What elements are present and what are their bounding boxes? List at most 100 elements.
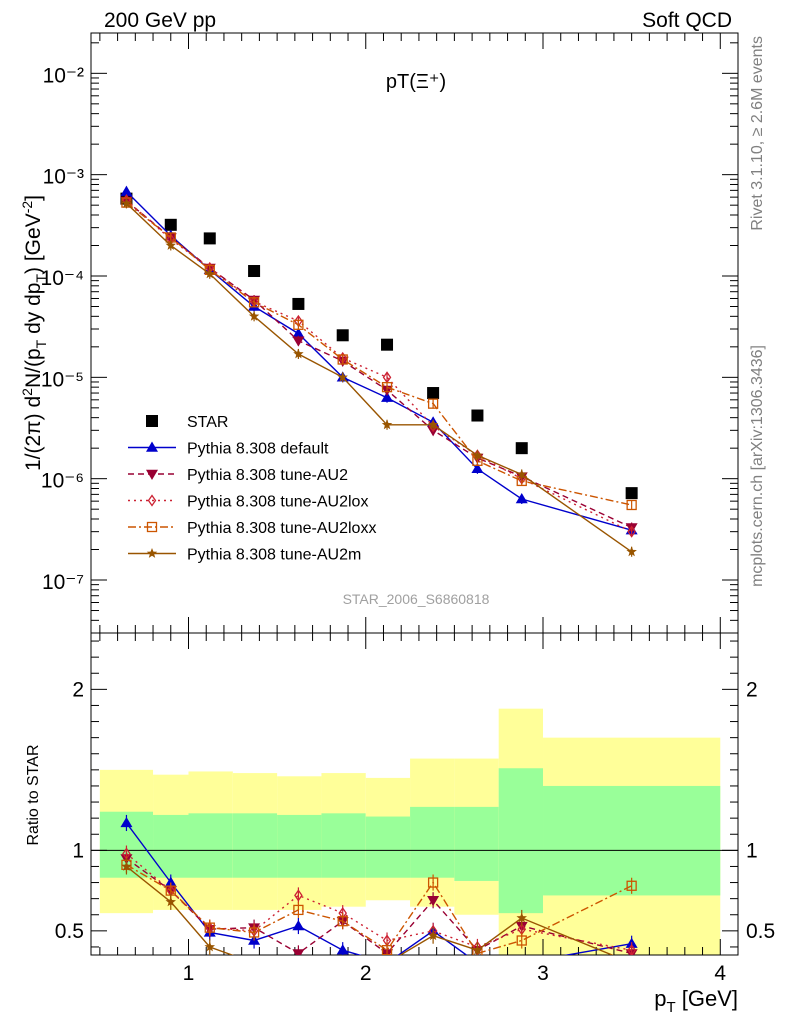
main-plot-series <box>120 185 638 557</box>
y-tick-label: 10⁻² <box>43 64 84 87</box>
ratio-band-green <box>232 813 278 878</box>
x-tick-label: 1 <box>183 962 195 985</box>
svg-text:1/(2π) d2N/(pT dy dpT) [GeV-2]: 1/(2π) d2N/(pT dy dpT) [GeV-2] <box>19 195 49 471</box>
ratio-point-pythia-8-308-tune-au2loxx <box>337 916 348 927</box>
ratio-point-pythia-8-308-default <box>516 957 528 967</box>
ratio-band-green <box>498 768 544 914</box>
legend-marker <box>146 548 158 558</box>
star-data-point <box>292 297 305 310</box>
legend-entry: STAR <box>146 414 228 431</box>
series-point-pythia-8-308-tune-au2m <box>381 419 393 430</box>
series-point-pythia-8-308-default <box>381 391 394 402</box>
ratio-band-green <box>410 806 455 878</box>
ratio-tick-label: 0.5 <box>55 920 84 943</box>
series-point-pythia-8-308-tune-au2m <box>248 310 260 321</box>
series-point-pythia-8-308-default <box>292 327 305 338</box>
series-point-pythia-8-308-tune-au2 <box>292 336 305 347</box>
ratio-line-pythia-8-308-tune-au2m <box>126 865 614 955</box>
y-axis-title: 1/(2π) d2N/(pT dy dpT) [GeV-2] <box>19 195 49 471</box>
ratio-point-pythia-8-308-tune-au2 <box>427 896 440 907</box>
ratio-tick-label: 1 <box>72 839 84 862</box>
ratio-point-pythia-8-308-tune-au2m <box>472 944 483 955</box>
legend-label: STAR <box>187 414 228 431</box>
ratio-point-pythia-8-308-tune-au2loxx <box>626 880 637 891</box>
series-point-pythia-8-308-tune-au2loxx <box>337 354 348 365</box>
ratio-tick-label-right: 1 <box>746 839 758 862</box>
ratio-band-green <box>321 813 366 878</box>
star-data-point <box>164 218 177 231</box>
ratio-point-pythia-8-308-tune-au2m <box>427 930 439 941</box>
ratio-band-green <box>188 813 233 878</box>
ratio-point-pythia-8-308-tune-au2m <box>204 941 215 952</box>
ratio-point-pythia-8-308-default <box>292 920 305 931</box>
series-point-pythia-8-308-default <box>471 462 484 474</box>
series-point-pythia-8-308-tune-au2m <box>626 546 637 557</box>
ratio-point-pythia-8-308-default <box>336 944 349 955</box>
x-tick-label: 4 <box>714 962 726 985</box>
axis-ticks <box>91 33 738 955</box>
main-plot-frame <box>90 32 739 634</box>
star-data-point <box>336 329 349 342</box>
star-data-point <box>427 387 440 400</box>
ratio-tick-label-right: 2 <box>746 678 758 701</box>
x-tick-label: 2 <box>360 962 372 985</box>
ratio-point-pythia-8-308-tune-au2m <box>293 958 303 968</box>
rivet-version-label: Rivet 3.1.10, ≥ 2.6M events <box>749 36 766 231</box>
legend-entry: Pythia 8.308 tune-AU2lox <box>128 494 368 511</box>
y-tick-label: 10⁻⁵ <box>41 368 84 391</box>
series-line-pythia-8-308-tune-au2lox <box>126 199 632 533</box>
series-point-pythia-8-308-tune-au2lox <box>627 525 636 538</box>
ratio-band-green <box>543 785 721 896</box>
star-data-point <box>381 338 394 351</box>
ratio-point-pythia-8-308-tune-au2m <box>338 958 348 968</box>
star-data-point <box>203 232 216 245</box>
series-point-pythia-8-308-tune-au2loxx <box>381 382 393 393</box>
legend-label: Pythia 8.308 tune-AU2loxx <box>187 520 376 537</box>
legend-entry: Pythia 8.308 tune-AU2loxx <box>128 520 376 537</box>
ratio-point-pythia-8-308-tune-au2loxx <box>293 904 304 916</box>
ratio-point-pythia-8-308-tune-au2m <box>165 896 176 907</box>
ratio-point-pythia-8-308-tune-au2m <box>516 912 527 923</box>
ratio-point-pythia-8-308-tune-au2loxx <box>248 927 260 938</box>
ratio-band-green <box>365 816 411 878</box>
ratio-point-pythia-8-308-tune-au2m <box>626 958 637 968</box>
ratio-point-pythia-8-308-tune-au2m <box>121 861 132 871</box>
legend-entry: Pythia 8.308 tune-AU2m <box>128 547 361 564</box>
legend-label: Pythia 8.308 tune-AU2 <box>187 467 348 484</box>
series-point-pythia-8-308-default <box>515 493 528 504</box>
star-data-point <box>515 442 528 455</box>
series-point-pythia-8-308-tune-au2m <box>472 449 483 460</box>
ratio-band-green <box>454 806 499 881</box>
series-point-pythia-8-308-tune-au2m <box>516 469 527 479</box>
ratio-band-green <box>277 814 322 878</box>
ratio-tick-label: 2 <box>72 678 84 701</box>
ratio-plot-frame <box>90 632 739 956</box>
ratio-point-pythia-8-308-default <box>164 876 177 887</box>
star-data-point <box>625 487 638 500</box>
series-point-pythia-8-308-tune-au2m <box>121 197 132 208</box>
series-point-pythia-8-308-tune-au2m <box>165 240 176 250</box>
series-point-pythia-8-308-tune-au2m <box>427 419 439 430</box>
ratio-line-pythia-8-308-tune-au2 <box>126 857 632 955</box>
x-axis-title: pT [GeV] <box>654 986 738 1016</box>
header-collision-label: 200 GeV pp <box>104 9 216 32</box>
star-data-point <box>471 409 484 422</box>
series-point-pythia-8-308-tune-au2loxx <box>293 319 304 330</box>
ratio-point-pythia-8-308-tune-au2 <box>292 949 305 955</box>
ratio-point-pythia-8-308-default <box>471 957 483 967</box>
axis-tick-labels: 1 2 3 4 10⁻⁷ 10⁻⁶ 10⁻⁵ 10⁻⁴ 10⁻³ 10⁻² 0.5 0.5 1 1 2 2 <box>41 64 776 985</box>
ratio-point-pythia-8-308-tune-au2m <box>382 958 393 968</box>
ratio-point-pythia-8-308-tune-au2m <box>249 958 259 968</box>
plot-title: pT(Ξ⁺) <box>386 71 446 93</box>
legend-marker <box>147 494 157 507</box>
ratio-band-green <box>153 814 189 878</box>
legend-marker <box>146 521 158 533</box>
legend-label: Pythia 8.308 tune-AU2lox <box>187 494 368 511</box>
series-point-pythia-8-308-default <box>120 185 133 196</box>
legend-entry: Pythia 8.308 tune-AU2 <box>128 467 348 484</box>
ratio-plot-series <box>120 814 638 968</box>
series-line-pythia-8-308-tune-au2loxx <box>126 202 632 506</box>
series-point-pythia-8-308-tune-au2m <box>337 371 348 382</box>
legend-marker <box>146 415 158 427</box>
svg-text:pT [GeV]: pT [GeV] <box>654 986 738 1016</box>
